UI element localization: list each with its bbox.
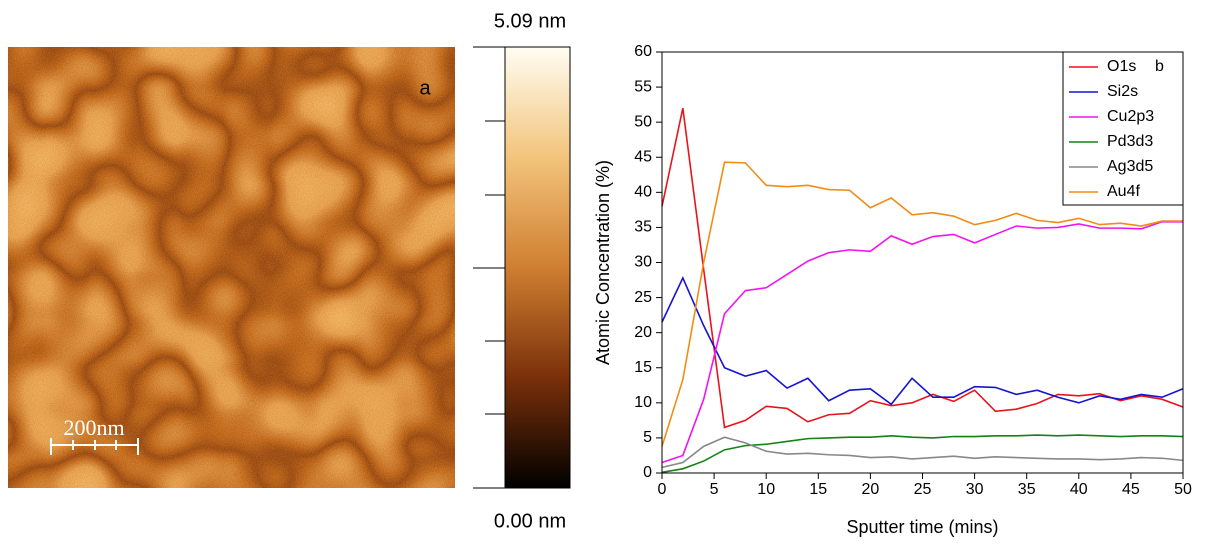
legend-label: Cu2p3 <box>1107 108 1154 125</box>
afm-image <box>8 47 455 488</box>
series-line <box>661 436 1184 469</box>
y-tick-label: 15 <box>634 359 652 376</box>
legend-label: O1s <box>1107 58 1136 75</box>
y-tick-label: 0 <box>643 464 652 481</box>
y-tick-label: 55 <box>634 78 652 95</box>
legend-label: Au4f <box>1107 183 1140 200</box>
y-tick-label: 30 <box>634 254 652 271</box>
series-line <box>661 161 1183 447</box>
scale-bar-label: 200nm <box>63 415 124 440</box>
x-tick-label: 15 <box>809 481 827 498</box>
y-tick-label: 45 <box>634 148 652 165</box>
y-axis-title: Atomic Concentration (%) <box>593 160 613 365</box>
plot-frame <box>661 51 1184 474</box>
panel-label: b <box>1155 58 1164 75</box>
scale-bar <box>50 438 139 455</box>
y-tick-label: 20 <box>634 324 652 341</box>
legend-label: Si2s <box>1107 83 1138 100</box>
colorbar-ticks <box>473 46 505 489</box>
y-tick-label: 35 <box>634 219 652 236</box>
y-tick-label: 25 <box>634 289 652 306</box>
legend-box <box>1062 51 1184 206</box>
line-chart: 0 5 10 15 20 25 30 35 40 45 50 0 5 10 15 20 25 30 35 40 45 50… <box>593 43 1192 537</box>
x-tick-label: 50 <box>1174 481 1192 498</box>
x-axis-title: Sputter time (mins) <box>846 517 998 537</box>
x-tick-label: 0 <box>658 481 667 498</box>
y-tick-label: 10 <box>634 394 652 411</box>
y-tick-label: 50 <box>634 113 652 130</box>
x-tick-label: 20 <box>862 481 880 498</box>
x-tick-label: 25 <box>914 481 932 498</box>
x-tick-label: 10 <box>757 481 775 498</box>
panel-label: a <box>419 77 431 99</box>
colorbar <box>504 46 571 489</box>
series-line <box>661 221 1183 464</box>
y-tick-label: 60 <box>634 43 652 60</box>
legend-label: Ag3d5 <box>1107 158 1153 175</box>
series-line <box>661 434 1184 474</box>
x-tick-label: 5 <box>710 481 719 498</box>
series-line <box>661 107 1184 429</box>
colorbar-max: 5.09 nm <box>494 10 566 32</box>
x-tick-label: 40 <box>1070 481 1088 498</box>
y-tick-label: 40 <box>634 184 652 201</box>
legend-label: Pd3d3 <box>1107 133 1153 150</box>
y-tick-label: 5 <box>643 429 652 446</box>
x-tick-label: 30 <box>966 481 984 498</box>
colorbar-min: 0.00 nm <box>494 510 566 532</box>
series-line <box>661 276 1184 406</box>
x-tick-label: 45 <box>1122 481 1140 498</box>
x-tick-label: 35 <box>1018 481 1036 498</box>
